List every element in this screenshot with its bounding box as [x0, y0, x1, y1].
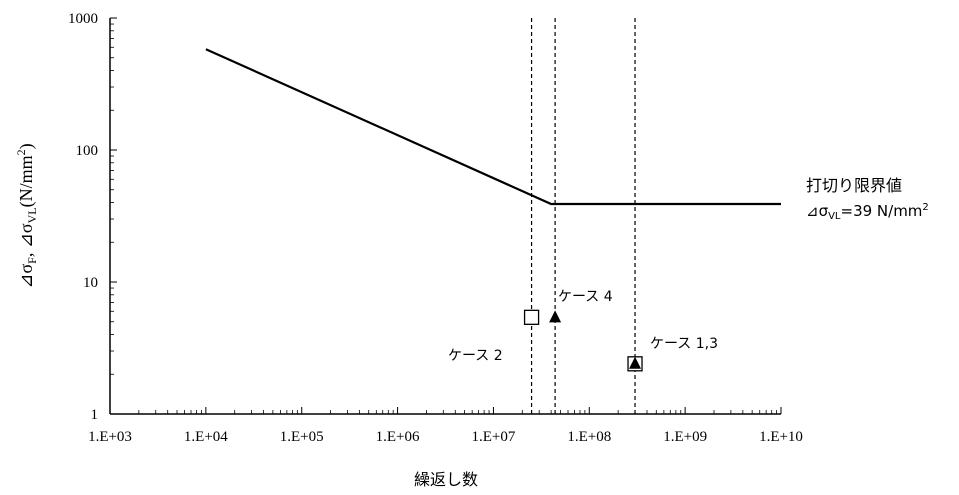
x-tick-label: 1.E+08: [567, 429, 611, 445]
x-tick-labels: 1.E+03 1.E+04 1.E+05 1.E+06 1.E+07 1.E+08 1.E+…: [88, 429, 803, 445]
y-tick-label: 10: [83, 275, 98, 291]
y-tick-label: 1: [91, 407, 99, 423]
limit-value: ⊿σVL=39 N/mm2: [806, 202, 929, 222]
annotation-case-1-3: ケース 1,3: [650, 336, 718, 352]
y-tick-label: 100: [76, 143, 99, 159]
reference-lines: [530, 18, 636, 414]
x-tick-label: 1.E+06: [376, 429, 420, 445]
open-square-marker: [523, 309, 540, 325]
x-tick-label: 1.E+10: [759, 429, 803, 445]
y-tick-label: 1000: [68, 11, 98, 27]
y-tick-labels: 1 10 100 1000: [68, 11, 98, 423]
annotation-case-4: ケース 4: [558, 289, 613, 305]
x-tick-label: 1.E+05: [280, 429, 324, 445]
y-axis-title: ⊿σF, ⊿σVL(N/mm2): [14, 143, 39, 288]
x-tick-label: 1.E+03: [88, 429, 132, 445]
series-layer: [205, 48, 781, 206]
x-tick-label: 1.E+04: [184, 429, 228, 445]
filled-triangle-marker: [629, 356, 642, 369]
limit-title: 打切り限界値: [806, 176, 902, 195]
x-tick-label: 1.E+09: [663, 429, 707, 445]
marker-layer: [523, 309, 643, 372]
axes: [109, 17, 782, 415]
annotation-case-2: ケース 2: [448, 348, 503, 364]
x-tick-label: 1.E+07: [471, 429, 515, 445]
sn-curve-line: [205, 48, 781, 206]
x-axis-title: 繰返し数: [414, 470, 478, 489]
filled-triangle-marker: [549, 310, 562, 323]
